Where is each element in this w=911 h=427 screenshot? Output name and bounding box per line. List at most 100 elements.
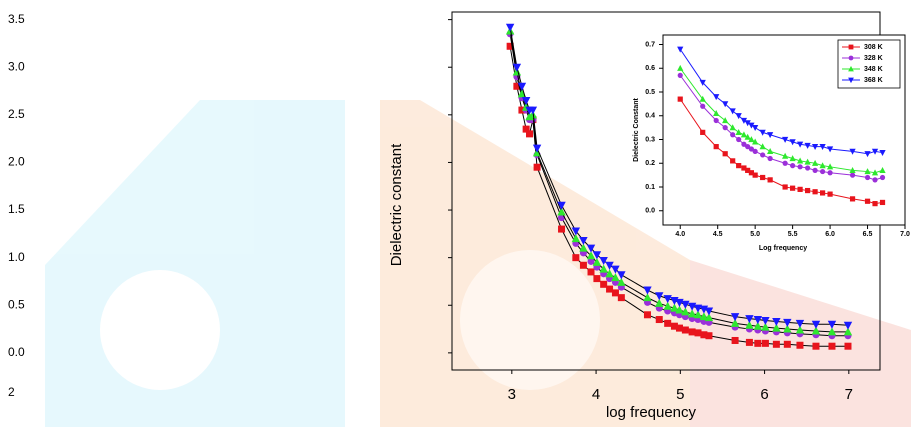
series — [677, 72, 886, 183]
legend-marker — [848, 44, 854, 50]
marker — [704, 307, 714, 316]
marker — [827, 170, 833, 176]
marker — [745, 144, 751, 150]
marker — [748, 170, 755, 176]
marker — [557, 207, 566, 216]
marker — [729, 124, 736, 131]
marker — [811, 159, 819, 166]
marker — [782, 136, 789, 143]
marker — [670, 322, 678, 330]
marker — [558, 225, 566, 233]
marker — [789, 139, 796, 146]
marker — [735, 113, 742, 120]
marker — [736, 163, 742, 169]
marker — [741, 165, 747, 171]
x-tick-label: 4 — [592, 386, 600, 403]
marker — [759, 129, 766, 136]
marker — [526, 130, 534, 138]
x-axis-label: log frequency — [606, 404, 697, 421]
marker — [767, 155, 773, 162]
series — [505, 23, 853, 330]
marker — [675, 324, 683, 332]
y-tick-label: 0.5 — [645, 89, 655, 96]
marker — [760, 174, 766, 181]
marker — [605, 261, 614, 270]
marker — [805, 165, 811, 171]
marker — [643, 286, 652, 295]
marker — [752, 148, 758, 154]
marker — [557, 201, 566, 210]
marker — [592, 257, 602, 266]
marker — [528, 106, 538, 115]
marker — [655, 298, 664, 307]
marker — [790, 163, 796, 169]
marker — [693, 304, 703, 313]
marker — [805, 187, 811, 194]
marker — [812, 342, 820, 350]
series — [677, 64, 886, 176]
marker — [879, 149, 886, 156]
marker — [675, 305, 684, 314]
marker — [532, 144, 542, 153]
marker — [796, 341, 804, 349]
marker — [522, 125, 530, 133]
marker — [783, 340, 791, 348]
marker — [871, 148, 879, 155]
marker — [572, 254, 580, 262]
marker — [681, 300, 690, 309]
marker — [871, 169, 879, 176]
marker — [828, 342, 836, 350]
marker — [811, 320, 821, 329]
marker — [617, 277, 626, 286]
marker — [579, 261, 587, 269]
marker — [767, 177, 773, 183]
marker — [789, 155, 796, 162]
marker — [819, 144, 826, 151]
marker — [722, 125, 728, 131]
marker — [741, 141, 747, 147]
marker — [722, 117, 729, 124]
marker — [748, 146, 755, 152]
y-tick-label: 0.4 — [645, 113, 655, 120]
y-tick-label: 2.5 — [8, 107, 25, 121]
marker — [512, 63, 522, 72]
y-tick-label: 1.5 — [8, 202, 25, 216]
series — [677, 46, 886, 158]
marker — [745, 167, 751, 173]
marker — [864, 151, 871, 158]
marker — [782, 184, 788, 190]
marker — [700, 103, 706, 109]
marker — [754, 339, 762, 347]
marker — [730, 132, 736, 138]
x-tick-label: 5 — [676, 386, 684, 403]
annotation: 2 — [8, 385, 15, 399]
marker — [843, 321, 853, 330]
marker — [745, 320, 754, 329]
marker — [772, 340, 780, 348]
legend-marker — [848, 77, 854, 84]
marker — [687, 309, 697, 318]
marker — [586, 244, 596, 253]
marker — [722, 101, 729, 108]
marker — [759, 143, 766, 150]
marker — [761, 316, 770, 326]
marker — [655, 292, 664, 301]
x-tick-label: 4.5 — [713, 231, 723, 238]
marker — [744, 133, 751, 140]
marker — [849, 166, 856, 173]
marker — [694, 329, 702, 337]
marker — [705, 332, 713, 340]
marker — [844, 342, 852, 350]
legend-label: 308 K — [864, 44, 883, 51]
y-tick-label: 0.0 — [645, 208, 655, 215]
marker — [688, 328, 696, 336]
marker — [699, 79, 706, 86]
marker — [677, 64, 684, 71]
marker — [664, 319, 672, 327]
marker — [748, 122, 755, 129]
marker — [611, 265, 620, 274]
y-axis-label: Dielectric constant — [388, 143, 405, 266]
x-tick-label: 3 — [508, 386, 516, 403]
inset-x-axis-label: Log frequency — [759, 245, 807, 252]
marker — [804, 142, 811, 149]
